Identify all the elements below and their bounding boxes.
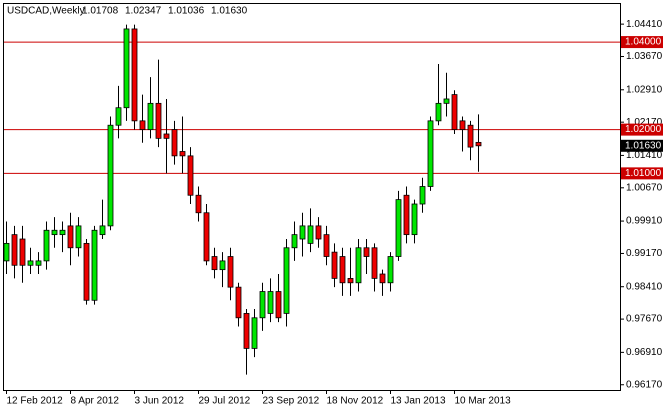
header-ohlc: 1.01708 <box>82 6 119 17</box>
candle-body <box>227 256 234 288</box>
x-tick-label: 12 Feb 2012 <box>7 396 64 407</box>
y-tick-label: 1.04410 <box>626 19 663 30</box>
candle-body <box>283 247 290 314</box>
candle-body <box>435 102 442 122</box>
level-label-box <box>621 167 663 180</box>
candle-body <box>355 247 362 284</box>
y-tick-label: 0.96170 <box>626 379 663 390</box>
x-tick-label: 29 Jul 2012 <box>199 396 251 407</box>
x-tick-label: 3 Jun 2012 <box>135 396 185 407</box>
level-label: 1.02000 <box>625 124 662 135</box>
y-tick-label: 1.02910 <box>626 84 663 95</box>
candle-body <box>275 291 282 319</box>
y-tick-label: 0.97670 <box>626 314 663 325</box>
candle-body <box>291 234 298 249</box>
level-label-box <box>621 123 663 136</box>
candle-body <box>203 212 210 262</box>
candle-body <box>235 286 242 319</box>
candle-body <box>147 102 154 131</box>
candle-body <box>195 194 202 214</box>
candle-body <box>251 317 258 349</box>
y-tick-label: 0.98410 <box>626 281 663 292</box>
candle-body <box>99 225 106 236</box>
candle-body <box>67 225 74 249</box>
candle-body <box>27 260 34 266</box>
candle-body <box>323 234 330 257</box>
candle-body <box>51 229 58 236</box>
candle-body <box>379 273 386 284</box>
x-tick-label: 8 Apr 2012 <box>71 396 120 407</box>
candle-body <box>243 313 250 349</box>
x-tick-label: 18 Nov 2012 <box>327 396 384 407</box>
price-label-box <box>621 139 663 152</box>
candle-body <box>123 28 130 109</box>
candle-body <box>371 247 378 279</box>
candle-body <box>427 120 434 187</box>
candle-body <box>59 229 66 236</box>
y-tick-label: 1.00670 <box>626 182 663 193</box>
level-label: 1.04000 <box>625 37 662 48</box>
candle-body <box>299 225 306 240</box>
candle-body <box>115 107 122 126</box>
candle-body <box>339 256 346 284</box>
candle-body <box>75 225 82 249</box>
candle-body <box>179 151 186 157</box>
candle-body <box>3 242 10 262</box>
y-tick-label: 0.99170 <box>626 248 663 259</box>
candle-body <box>163 133 170 139</box>
candle-body <box>43 229 50 262</box>
candle-body <box>211 256 218 271</box>
candle-body <box>11 234 18 266</box>
candle-body <box>475 141 482 147</box>
candle-body <box>131 28 138 122</box>
candle-body <box>315 225 322 240</box>
price-label: 1.01630 <box>625 140 662 151</box>
candle-body <box>467 124 474 148</box>
candle-body <box>307 225 314 244</box>
candle-body <box>347 278 354 284</box>
candle-body <box>331 251 338 279</box>
candle-body <box>451 94 458 131</box>
candle-body <box>395 199 402 257</box>
y-tick-label: 1.03670 <box>626 51 663 62</box>
y-tick-label: 0.96910 <box>626 347 663 358</box>
y-tick-label: 1.02170 <box>626 117 663 128</box>
level-label: 1.01000 <box>625 168 662 179</box>
candle-body <box>443 98 450 104</box>
candle-body <box>219 260 226 271</box>
candle-body <box>387 256 394 284</box>
candle-body <box>267 291 274 314</box>
header-ohlc: 1.01036 <box>168 6 205 17</box>
candle-body <box>107 124 114 227</box>
header-ohlc: 1.02347 <box>125 6 162 17</box>
plot-frame <box>3 3 621 391</box>
candle-body <box>83 242 90 301</box>
candle-body <box>171 129 178 157</box>
y-tick-label: 1.01410 <box>626 150 663 161</box>
candle-body <box>259 291 266 319</box>
candle-body <box>363 247 370 257</box>
chart-title: USDCAD,Weekly <box>7 6 85 17</box>
candle-body <box>139 120 146 131</box>
candle-body <box>419 186 426 205</box>
x-tick-label: 23 Sep 2012 <box>263 396 320 407</box>
candle-body <box>91 229 98 301</box>
level-label-box <box>621 36 663 49</box>
candle-body <box>403 194 410 236</box>
header-ohlc: 1.01630 <box>211 6 248 17</box>
candle-body <box>187 155 194 196</box>
candle-body <box>19 238 26 266</box>
x-tick-label: 13 Jan 2013 <box>391 396 446 407</box>
y-tick-label: 0.99910 <box>626 216 663 227</box>
x-tick-label: 10 Mar 2013 <box>455 396 512 407</box>
candle-body <box>155 102 162 139</box>
candle-body <box>35 260 42 266</box>
candle-body <box>411 203 418 236</box>
candle-body <box>459 120 466 131</box>
